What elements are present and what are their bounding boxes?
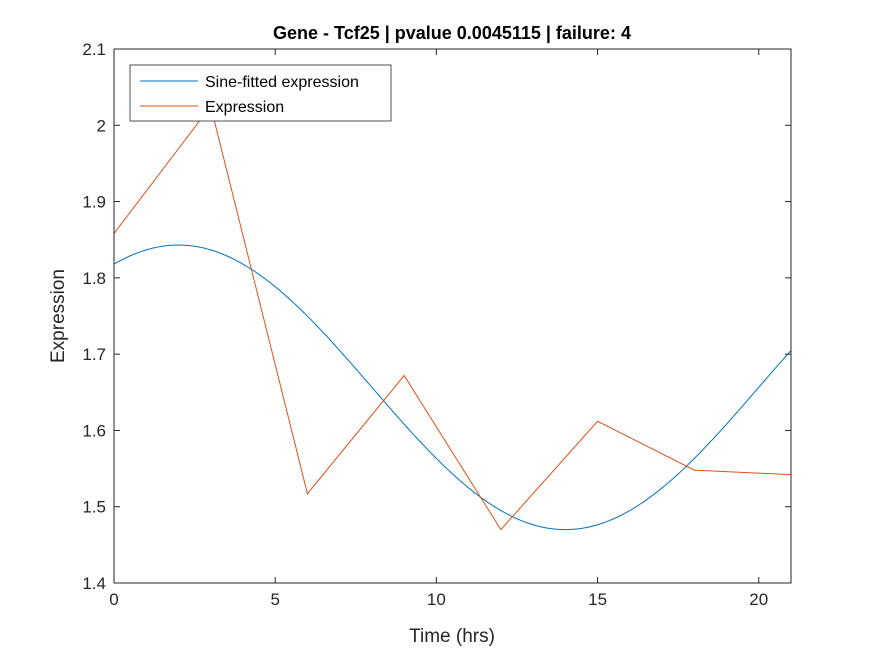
- plot-area: [114, 49, 791, 583]
- y-tick-label: 1.6: [82, 421, 106, 440]
- plot-frame: [113, 48, 792, 584]
- x-tick-label: 15: [588, 590, 607, 609]
- legend-label-sine-fitted: Sine-fitted expression: [205, 74, 359, 91]
- x-axis-ticks: 0 5 10 15 20: [109, 49, 768, 609]
- legend-box: [129, 64, 392, 122]
- y-tick-label: 1.8: [82, 269, 106, 288]
- y-tick-label: 1.5: [82, 498, 106, 517]
- y-tick-label: 1.4: [82, 574, 106, 593]
- x-axis-label: Time (hrs): [409, 626, 495, 647]
- y-tick-label: 2: [97, 116, 106, 135]
- y-axis-label: Expression: [48, 269, 69, 363]
- y-axis-ticks: 1.4 1.5 1.6 1.7 1.8 1.9 2 2.1: [82, 40, 791, 593]
- x-tick-label: 5: [270, 590, 279, 609]
- x-tick-label: 20: [749, 590, 768, 609]
- series-line-sine-fitted: [113, 244, 792, 531]
- y-tick-label: 1.7: [82, 345, 106, 364]
- x-tick-label: 10: [427, 590, 446, 609]
- chart-title: Gene - Tcf25 | pvalue 0.0045115 | failur…: [273, 23, 631, 43]
- series-line-expression: [113, 105, 792, 531]
- legend: Sine-fitted expression Expression: [129, 64, 392, 122]
- series-layer: [113, 105, 792, 531]
- y-tick-label: 1.9: [82, 193, 106, 212]
- x-tick-label: 0: [109, 590, 118, 609]
- legend-label-expression: Expression: [205, 99, 284, 116]
- y-tick-label: 2.1: [82, 40, 106, 59]
